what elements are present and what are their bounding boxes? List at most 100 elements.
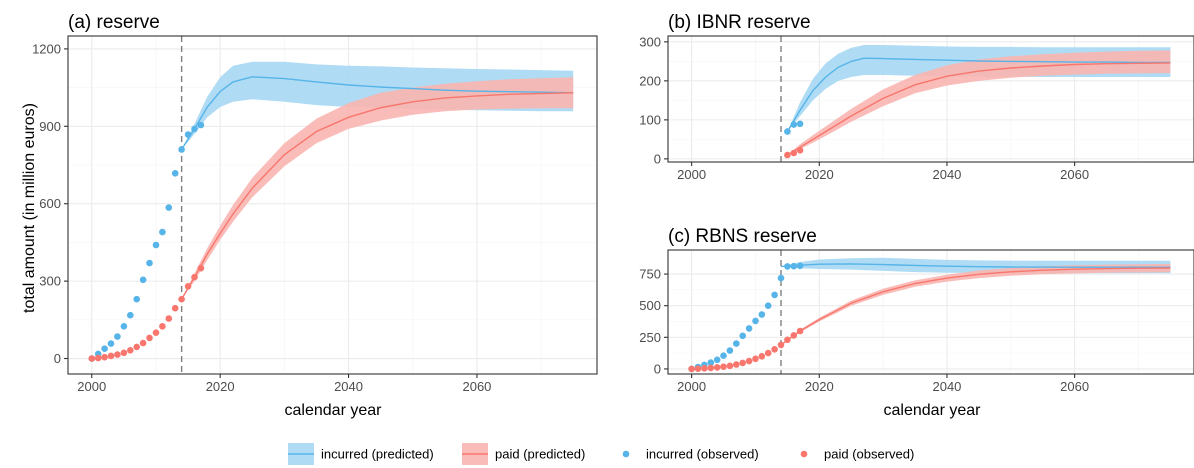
- incurred-observed-point: [171, 170, 179, 177]
- incurred-observed-point: [713, 356, 721, 364]
- incurred-observed-point: [758, 311, 766, 318]
- x-tick-label: 2060: [1060, 379, 1089, 394]
- y-tick-label: 200: [639, 73, 661, 88]
- paid-observed-point: [694, 365, 702, 373]
- panel-b-plot: 2000 2020 2040 2060 0 100 200 300: [639, 34, 1194, 182]
- paid-observed-point: [107, 352, 115, 360]
- x-tick-label: 2020: [805, 379, 834, 394]
- paid-observed-point: [191, 273, 198, 281]
- panel-c-title: (c) RBNS reserve: [668, 226, 817, 247]
- paid-observed-point: [701, 365, 708, 372]
- incurred-observed-point: [152, 241, 160, 249]
- y-tick-label: 250: [639, 330, 661, 345]
- paid-observed-point: [796, 327, 804, 335]
- paid-observed-point: [133, 343, 140, 351]
- incurred-prediction-line: [786, 57, 1171, 132]
- x-tick-label: 2000: [677, 167, 706, 182]
- incurred-observed-point: [178, 146, 185, 153]
- incurred-observed-point: [127, 311, 134, 319]
- incurred-observed-point: [745, 325, 753, 332]
- paid-prediction-band: [181, 77, 574, 300]
- x-tick-label: 2040: [334, 379, 363, 394]
- paid-observed-point: [127, 347, 134, 354]
- legend-item-incurred_pred: incurred (predicted): [288, 443, 434, 465]
- paid-observed-point: [146, 334, 153, 342]
- legend-label: paid (observed): [824, 447, 914, 462]
- incurred-observed-point: [771, 291, 778, 299]
- paid-observed-point: [784, 336, 791, 344]
- paid-observed-point: [784, 151, 791, 159]
- y-axis-title: total amount (in million euros): [21, 103, 38, 313]
- legend-swatch-point: [622, 450, 630, 458]
- panel-a-reserve: (a) reserve 2000 2020 2040 2060 0 300 600 900 12…: [32, 12, 598, 419]
- x-tick-label: 2000: [677, 379, 706, 394]
- plot-frame: [667, 35, 1194, 163]
- paid-observed-point: [707, 364, 715, 372]
- incurred-observed-point: [139, 276, 147, 284]
- y-tick-label: 500: [639, 298, 661, 313]
- incurred-observed-point: [726, 347, 734, 354]
- panel-c-x-axis-title: calendar year: [884, 402, 982, 419]
- paid-prediction-band: [781, 263, 1171, 345]
- paid-observed-point: [178, 295, 185, 303]
- paid-observed-point: [165, 315, 173, 322]
- y-tick-label: 750: [639, 267, 661, 282]
- paid-prediction-line: [780, 267, 1171, 346]
- panel-c-plot: 2000 2020 2040 2060 0 250 500 750: [639, 249, 1194, 394]
- incurred-observed-point: [101, 345, 108, 353]
- paid-observed-point: [171, 304, 179, 312]
- incurred-observed-point: [784, 128, 791, 135]
- incurred-observed-point: [120, 323, 128, 330]
- x-tick-label: 2060: [1060, 167, 1089, 182]
- incurred-observed-point: [790, 262, 798, 270]
- y-tick-label: 900: [39, 119, 61, 134]
- incurred-observed-point: [764, 302, 772, 310]
- legend-swatch-point: [800, 450, 808, 458]
- incurred-observed-point: [133, 295, 140, 303]
- y-tick-label: 1200: [32, 41, 61, 56]
- paid-observed-point: [720, 363, 727, 371]
- legend-item-paid_obs: paid (observed): [800, 447, 914, 462]
- incurred-observed-point: [184, 131, 192, 138]
- legend-label: incurred (observed): [646, 447, 759, 462]
- paid-observed-point: [739, 359, 746, 367]
- y-tick-label: 600: [39, 196, 61, 211]
- legend-label: paid (predicted): [495, 447, 585, 462]
- paid-observed-point: [114, 351, 121, 358]
- x-tick-label: 2020: [805, 167, 834, 182]
- plot-frame: [67, 35, 598, 375]
- paid-observed-point: [733, 361, 740, 368]
- paid-observed-point: [184, 283, 192, 290]
- paid-observed-point: [764, 349, 772, 357]
- incurred-observed-point: [146, 259, 153, 267]
- incurred-observed-point: [777, 274, 785, 282]
- paid-observed-point: [796, 147, 804, 154]
- incurred-observed-point: [720, 352, 727, 360]
- paid-observed-point: [688, 365, 695, 373]
- paid-observed-point: [726, 362, 734, 370]
- paid-observed-point: [745, 357, 753, 365]
- incurred-observed-point: [107, 340, 115, 347]
- incurred-prediction-line: [780, 263, 1171, 268]
- x-tick-label: 2040: [932, 167, 961, 182]
- x-tick-label: 2040: [932, 379, 961, 394]
- incurred-observed-point: [796, 262, 804, 270]
- incurred-observed-point: [733, 340, 740, 347]
- incurred-observed-point: [790, 121, 798, 128]
- paid-observed-point: [159, 323, 166, 330]
- paid-observed-point: [88, 355, 96, 362]
- y-tick-label: 100: [639, 112, 661, 127]
- panel-a-title: (a) reserve: [68, 12, 160, 33]
- paid-observed-point: [94, 354, 102, 362]
- y-tick-label: 0: [654, 151, 661, 166]
- incurred-observed-point: [165, 204, 173, 211]
- legend: incurred (predicted) paid (predicted) incu…: [288, 443, 914, 465]
- x-tick-label: 2060: [462, 379, 491, 394]
- paid-observed-point: [790, 149, 798, 157]
- paid-observed-point: [790, 332, 798, 339]
- x-tick-label: 2020: [206, 379, 235, 394]
- incurred-observed-point: [114, 333, 121, 340]
- panel-a-x-axis-title: calendar year: [285, 402, 383, 419]
- panel-b-ibnr-reserve: (b) IBNR reserve 2000 2020 2040 20600100200…: [639, 12, 1194, 182]
- plot-frame: [667, 249, 1194, 375]
